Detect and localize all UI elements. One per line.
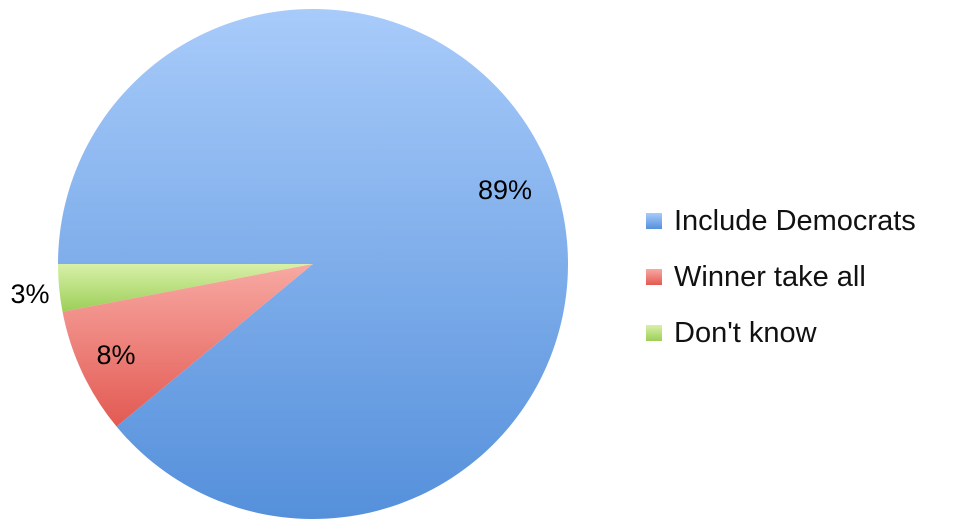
legend-label: Include Democrats xyxy=(674,204,916,237)
legend-item-winner-take-all: Winner take all xyxy=(646,249,916,305)
pie-slice-include-democrats xyxy=(57,8,569,519)
pie-value-labels: 89% 8% 3% xyxy=(10,175,532,370)
legend-label: Winner take all xyxy=(674,260,866,293)
pie-value-label-don-t-know: 3% xyxy=(10,279,49,309)
legend-swatch xyxy=(646,325,662,341)
legend: Include Democrats Winner take all Don't … xyxy=(646,193,916,361)
legend-item-dont-know: Don't know xyxy=(646,305,916,361)
pie-value-label-winner-take-all: 8% xyxy=(96,340,135,370)
legend-label: Don't know xyxy=(674,316,817,349)
pie-slice-winner-take-all xyxy=(62,264,313,427)
pie-slice-don-t-know xyxy=(58,264,313,312)
legend-swatch xyxy=(646,269,662,285)
pie-value-label-include-democrats: 89% xyxy=(478,175,532,205)
legend-item-include-democrats: Include Democrats xyxy=(646,193,916,249)
pie-slices xyxy=(57,8,569,519)
legend-swatch xyxy=(646,213,662,229)
